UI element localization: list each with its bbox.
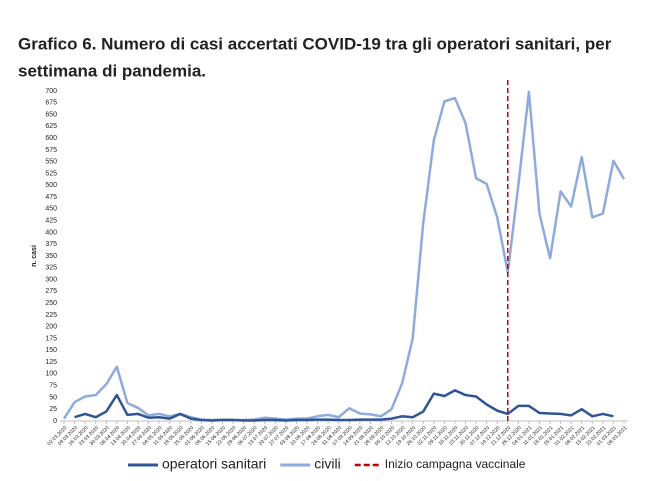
y-tick-label: 275 — [45, 288, 57, 295]
y-tick-label: 50 — [49, 394, 57, 401]
y-tick-label: 450 — [45, 206, 57, 213]
y-tick-label: 425 — [45, 217, 57, 224]
y-tick-label: 25 — [49, 406, 57, 413]
legend-label: Inizio campagna vaccinale — [385, 457, 526, 471]
y-axis-label: n. casi — [31, 245, 38, 267]
chart-title: settimana di pandemia. — [18, 61, 206, 80]
y-tick-label: 625 — [45, 123, 57, 130]
y-tick-label: 400 — [45, 229, 57, 236]
y-tick-label: 0 — [53, 418, 57, 425]
legend-label: operatori sanitari — [162, 456, 266, 472]
y-tick-label: 675 — [45, 100, 57, 107]
series-line — [74, 389, 614, 422]
series-line — [62, 90, 626, 422]
y-tick-label: 650 — [45, 111, 57, 118]
y-tick-label: 150 — [45, 347, 57, 354]
y-tick-label: 575 — [45, 147, 57, 154]
y-tick-label: 250 — [45, 300, 57, 307]
y-tick-label: 75 — [49, 382, 57, 389]
y-tick-label: 175 — [45, 335, 57, 342]
y-tick-label: 350 — [45, 253, 57, 260]
y-tick-label: 375 — [45, 241, 57, 248]
y-tick-label: 475 — [45, 194, 57, 201]
y-tick-label: 100 — [45, 371, 57, 378]
legend-label: civili — [314, 456, 340, 472]
y-tick-label: 600 — [45, 135, 57, 142]
y-tick-label: 200 — [45, 324, 57, 331]
y-tick-label: 300 — [45, 276, 57, 283]
y-tick-label: 125 — [45, 359, 57, 366]
y-tick-label: 550 — [45, 159, 57, 166]
y-tick-label: 325 — [45, 265, 57, 272]
y-tick-label: 525 — [45, 170, 57, 177]
y-tick-label: 500 — [45, 182, 57, 189]
y-tick-label: 225 — [45, 312, 57, 319]
y-tick-label: 700 — [45, 88, 57, 95]
chart-title: Grafico 6. Numero di casi accertati COVI… — [18, 34, 612, 53]
